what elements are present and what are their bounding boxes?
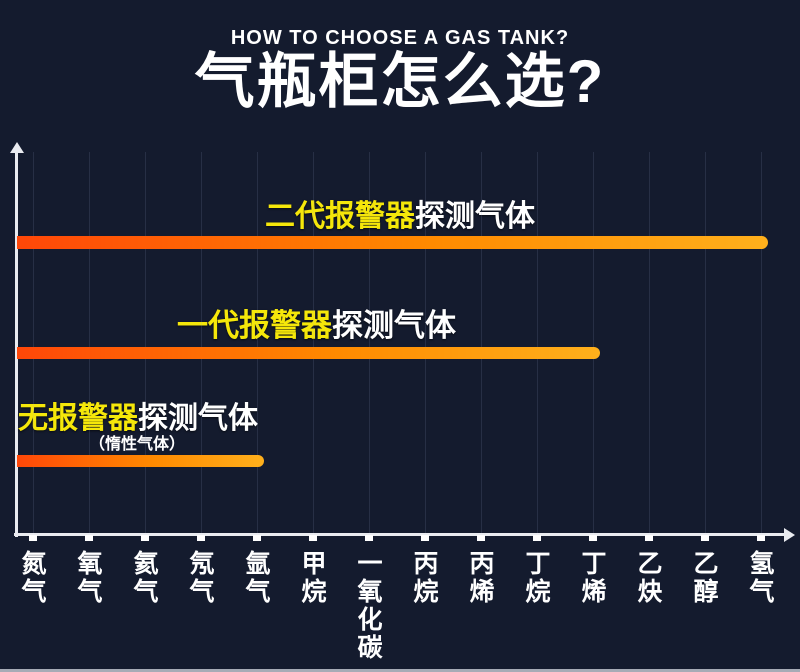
gridline	[145, 152, 146, 533]
gridline	[537, 152, 538, 533]
gridline	[369, 152, 370, 533]
x-axis-label: 氢气	[746, 550, 774, 606]
gridline	[481, 152, 482, 533]
bar-label-gen1: 一代报警器探测气体	[177, 310, 456, 341]
bar-label-noalarm: 无报警器探测气体	[18, 404, 258, 434]
x-axis-tick	[477, 535, 485, 541]
x-axis-label: 乙炔	[634, 550, 662, 606]
x-axis-label: 乙醇	[690, 550, 718, 606]
x-axis-label: 氦气	[130, 550, 158, 606]
x-axis-tick	[589, 535, 597, 541]
bar-label-gen2: 二代报警器探测气体	[0, 202, 800, 232]
bar-series-2	[17, 347, 600, 359]
x-axis-tick	[141, 535, 149, 541]
bar-label-noalarm-highlight: 无报警器	[18, 402, 138, 435]
x-axis-label: 氧气	[74, 550, 102, 606]
bar-label-gen2-highlight: 二代报警器	[265, 200, 415, 233]
gridline	[425, 152, 426, 533]
bar-note-inert-gas: （惰性气体）	[88, 436, 185, 453]
bar-series-1	[17, 236, 768, 249]
page-title: 气瓶柜怎么选?	[194, 48, 606, 115]
x-axis-tick	[309, 535, 317, 541]
x-axis-tick	[29, 535, 37, 541]
subtitle-english: HOW TO CHOOSE A GAS TANK?	[230, 27, 570, 49]
gridline	[705, 152, 706, 533]
x-axis-label: 丁烷	[522, 550, 550, 606]
bar-label-gen1-highlight: 一代报警器	[177, 308, 332, 343]
gridline	[33, 152, 34, 533]
y-axis-arrow-icon	[10, 142, 24, 153]
x-axis-label: 甲烷	[298, 550, 326, 606]
bottom-divider	[0, 669, 800, 672]
gridline	[201, 152, 202, 533]
x-axis-arrow-icon	[784, 528, 795, 542]
x-axis-tick	[757, 535, 765, 541]
x-axis-tick	[365, 535, 373, 541]
gridline	[593, 152, 594, 533]
x-axis-label: 氩气	[242, 550, 270, 606]
y-axis	[15, 150, 18, 537]
bar-series-3	[17, 455, 264, 467]
bar-label-noalarm-rest: 探测气体	[138, 402, 258, 435]
x-axis-tick	[421, 535, 429, 541]
x-axis-tick	[197, 535, 205, 541]
x-axis-tick	[85, 535, 93, 541]
gridline	[649, 152, 650, 533]
gridline	[89, 152, 90, 533]
x-axis-tick	[645, 535, 653, 541]
x-axis-label: 氮气	[18, 550, 46, 606]
x-axis-label: 一氧化碳	[354, 550, 382, 662]
x-axis-label: 氖气	[186, 550, 214, 606]
x-axis-tick	[701, 535, 709, 541]
x-axis-label: 丁烯	[578, 550, 606, 606]
bar-label-gen1-rest: 探测气体	[332, 308, 456, 343]
x-axis-label: 丙烯	[466, 550, 494, 606]
x-axis	[14, 533, 786, 536]
x-axis-tick	[533, 535, 541, 541]
x-axis-label: 丙烷	[410, 550, 438, 606]
gridline	[761, 152, 762, 533]
gridline	[313, 152, 314, 533]
bar-label-gen2-rest: 探测气体	[415, 200, 535, 233]
gridline	[257, 152, 258, 533]
x-axis-tick	[253, 535, 261, 541]
